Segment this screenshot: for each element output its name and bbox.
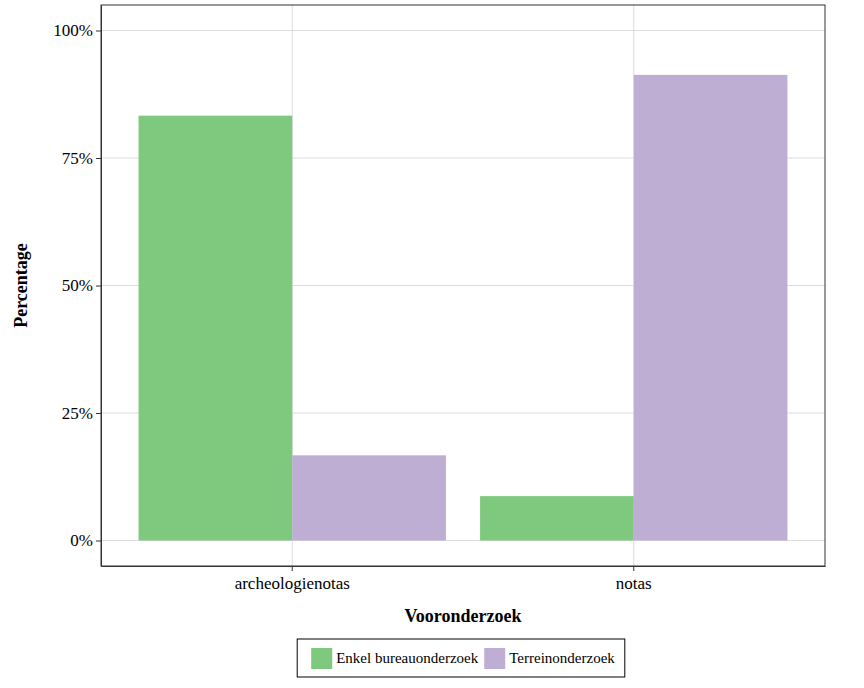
plot-background: [101, 5, 825, 566]
x-tick-mark: [292, 566, 293, 571]
y-tick-mark: [96, 413, 101, 414]
bar: [634, 75, 788, 541]
legend-frame: [297, 639, 625, 677]
legend-item: Enkel bureauonderzoek: [311, 648, 479, 669]
x-tick-label: archeologienotas: [235, 574, 350, 593]
grid: [101, 5, 825, 566]
y-tick-mark: [96, 286, 101, 287]
y-tick-mark: [96, 31, 101, 32]
y-tick: 0%: [70, 531, 101, 550]
legend-label: Terreinonderzoek: [509, 650, 615, 666]
x-tick-label: notas: [616, 574, 652, 593]
bars: [139, 75, 788, 541]
y-tick: 100%: [53, 21, 101, 40]
x-axis: archeologienotas notas: [102, 566, 826, 593]
y-tick-label: 75%: [62, 149, 93, 168]
y-tick: 25%: [62, 404, 101, 423]
y-tick-label: 100%: [53, 21, 93, 40]
plot-frame: [101, 5, 825, 566]
legend-swatch: [311, 648, 332, 669]
y-axis: 0% 25% 50% 75% 100%: [53, 6, 101, 567]
x-tick: archeologienotas: [235, 566, 350, 593]
x-axis-line: [102, 566, 826, 567]
legend-item: Terreinonderzoek: [484, 648, 615, 669]
y-tick-mark: [96, 541, 101, 542]
bar: [480, 496, 634, 540]
y-tick: 50%: [62, 276, 101, 295]
y-tick-label: 25%: [62, 404, 93, 423]
y-tick-mark: [96, 158, 101, 159]
y-tick-label: 0%: [70, 531, 93, 550]
chart: 0% 25% 50% 75% 100% archeologienotas notas Voor…: [0, 0, 864, 688]
legend: Enkel bureauonderzoek Terreinonderzoek: [297, 639, 625, 677]
y-tick: 75%: [62, 149, 101, 168]
bar: [139, 116, 293, 541]
x-axis-title: Vooronderzoek: [405, 606, 522, 626]
bar: [292, 455, 446, 540]
legend-label: Enkel bureauonderzoek: [336, 650, 479, 666]
y-grid-line: [101, 30, 825, 31]
legend-swatch: [484, 648, 505, 669]
y-axis-line: [101, 6, 102, 567]
y-axis-title: Percentage: [11, 243, 31, 328]
y-tick-label: 50%: [62, 276, 93, 295]
x-tick-mark: [633, 566, 634, 571]
x-tick: notas: [616, 566, 652, 593]
